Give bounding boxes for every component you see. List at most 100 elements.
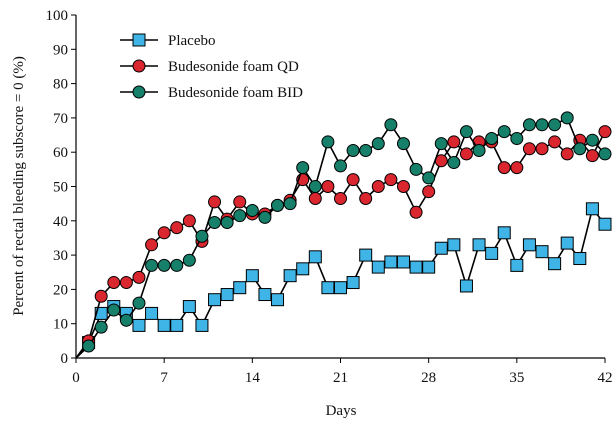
data-point — [409, 260, 423, 274]
x-tick-label: 42 — [598, 370, 613, 386]
data-point — [283, 197, 297, 211]
data-point — [510, 131, 524, 145]
data-point — [208, 195, 222, 209]
data-point — [422, 260, 436, 274]
data-point — [522, 118, 536, 132]
data-point — [157, 226, 171, 240]
data-point — [170, 258, 184, 272]
data-point — [535, 142, 549, 156]
data-point — [145, 258, 159, 272]
data-point — [157, 258, 171, 272]
y-tick-label: 50 — [53, 180, 68, 196]
data-point — [157, 318, 171, 332]
data-point — [220, 216, 234, 230]
data-point — [396, 255, 410, 269]
legend-marker — [132, 33, 146, 47]
data-point — [94, 320, 108, 334]
data-point — [195, 318, 209, 332]
data-point — [245, 204, 259, 218]
data-point — [321, 281, 335, 295]
data-point — [346, 173, 360, 187]
data-point — [359, 192, 373, 206]
data-point — [208, 293, 222, 307]
data-point — [598, 125, 612, 139]
data-point — [497, 125, 511, 139]
x-tick-label: 35 — [509, 370, 524, 386]
data-point — [220, 288, 234, 302]
data-point — [321, 135, 335, 149]
y-tick-label: 10 — [53, 317, 68, 333]
data-point — [94, 306, 108, 320]
legend-item-budesonide-foam-qd: Budesonide foam QD — [120, 59, 299, 75]
data-point — [585, 149, 599, 163]
x-tick-label: 7 — [160, 370, 168, 386]
data-point — [598, 217, 612, 231]
data-point — [548, 257, 562, 271]
y-tick-label: 70 — [53, 111, 68, 127]
data-point — [132, 318, 146, 332]
data-point — [271, 198, 285, 212]
data-point — [434, 241, 448, 255]
data-point — [522, 238, 536, 252]
data-point — [535, 118, 549, 132]
data-point — [598, 147, 612, 161]
data-point — [371, 180, 385, 193]
data-point — [182, 214, 196, 228]
data-point — [548, 118, 562, 132]
data-point — [145, 238, 159, 252]
x-tick-label: 14 — [245, 370, 261, 386]
data-point — [233, 209, 247, 223]
data-point — [119, 313, 133, 327]
y-tick-label: 60 — [53, 145, 68, 161]
data-point — [409, 162, 423, 176]
y-axis-ticks: 0 10 20 30 40 50 60 70 80 90 100 — [46, 8, 76, 367]
data-point — [245, 269, 259, 283]
data-point — [371, 137, 385, 151]
data-point — [258, 210, 272, 224]
data-point — [233, 281, 247, 295]
data-point — [472, 143, 486, 157]
data-point — [535, 245, 549, 259]
y-tick-label: 20 — [53, 282, 68, 298]
data-point — [459, 125, 473, 139]
legend-label: Budesonide foam QD — [168, 59, 299, 75]
x-tick-label: 28 — [421, 370, 436, 386]
data-point — [384, 173, 398, 187]
data-point — [510, 258, 524, 272]
data-point — [522, 142, 536, 156]
series-budesonide-foam-qd — [75, 125, 612, 359]
data-point — [145, 306, 159, 320]
data-point — [195, 229, 209, 243]
data-point — [585, 202, 599, 216]
legend: Placebo Budesonide foam QD Budesonide foam… — [120, 33, 303, 101]
data-point — [82, 339, 96, 353]
y-tick-label: 40 — [53, 214, 68, 230]
data-point — [296, 262, 310, 276]
data-point — [396, 180, 410, 193]
y-tick-label: 0 — [61, 351, 69, 367]
data-point — [94, 289, 108, 303]
data-point — [447, 155, 461, 169]
series-layer — [75, 111, 612, 359]
data-point — [371, 260, 385, 274]
data-point — [321, 180, 335, 193]
data-point — [422, 185, 436, 199]
data-point — [308, 250, 322, 264]
data-point — [346, 143, 360, 157]
legend-marker — [132, 59, 146, 73]
data-point — [485, 131, 499, 145]
data-point — [271, 293, 285, 307]
y-tick-label: 90 — [53, 42, 68, 58]
data-point — [208, 216, 222, 230]
data-point — [359, 248, 373, 262]
legend-item-budesonide-foam-bid: Budesonide foam BID — [120, 85, 303, 101]
data-point — [233, 195, 247, 209]
data-point — [497, 226, 511, 240]
data-point — [447, 135, 461, 149]
data-point — [334, 159, 347, 173]
data-point — [384, 255, 398, 269]
data-point — [170, 221, 184, 235]
legend-label: Budesonide foam BID — [168, 85, 303, 101]
data-point — [485, 246, 499, 260]
